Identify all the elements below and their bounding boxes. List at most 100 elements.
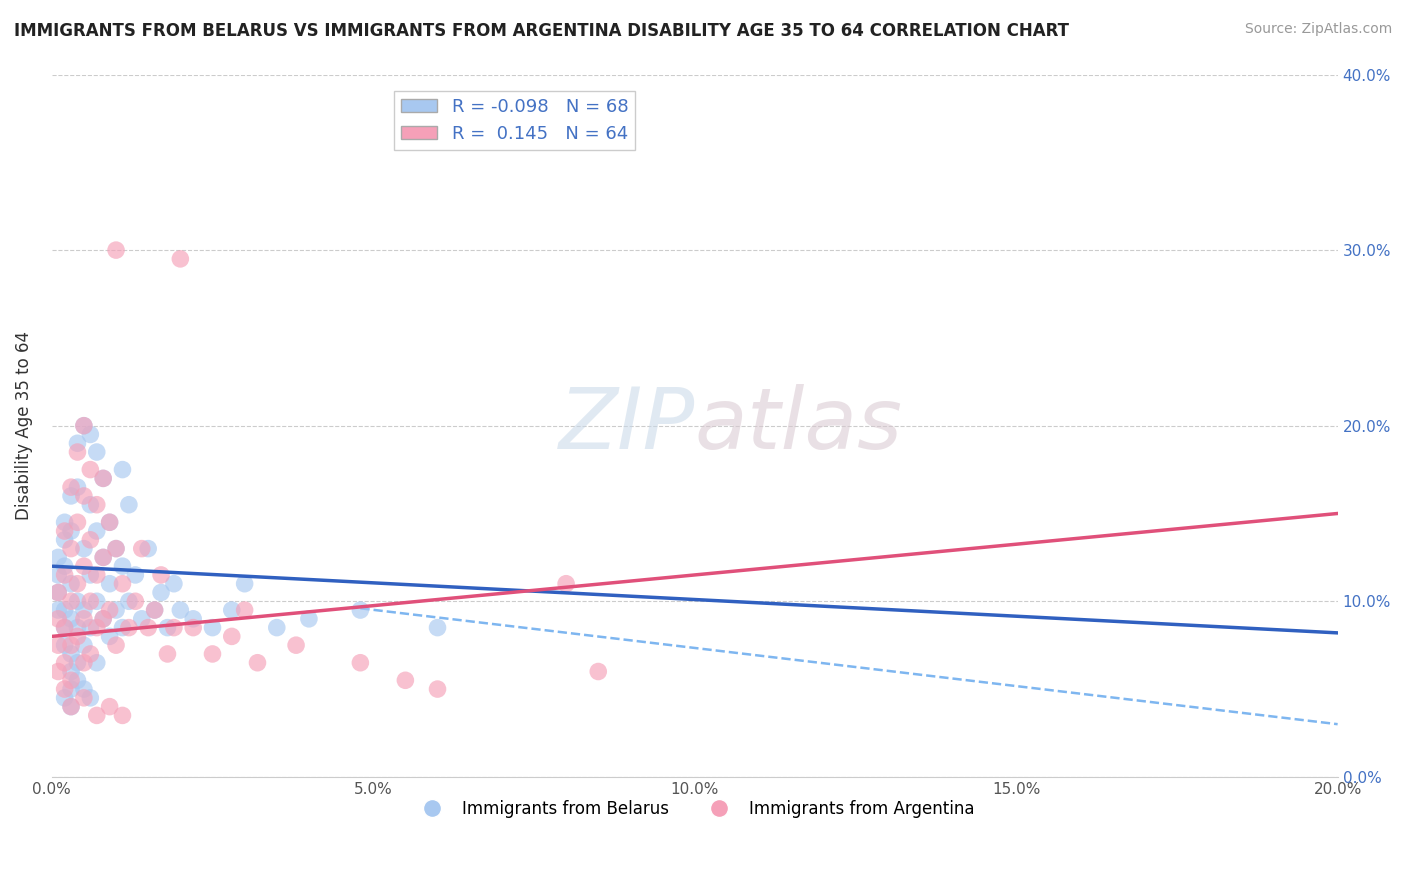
Point [66, 436, 89, 450]
Point [60, 480, 83, 494]
Point [555, 576, 578, 591]
Point [46, 550, 69, 565]
Point [60, 594, 83, 608]
Point [66, 673, 89, 688]
Point [60, 541, 83, 556]
Point [169, 252, 191, 266]
Point [233, 576, 256, 591]
Point [131, 541, 153, 556]
Point [73, 690, 96, 705]
Point [73, 682, 96, 697]
Point [136, 541, 159, 556]
Point [169, 603, 191, 617]
Point [150, 568, 173, 582]
Point [86, 708, 108, 723]
Point [86, 594, 108, 608]
Point [221, 629, 243, 643]
Point [124, 594, 146, 608]
Point [426, 682, 449, 697]
Point [98, 699, 121, 714]
Point [79, 462, 101, 476]
Point [150, 585, 173, 599]
Text: Source: ZipAtlas.com: Source: ZipAtlas.com [1244, 22, 1392, 37]
Point [98, 515, 121, 529]
Point [266, 621, 288, 635]
Point [73, 656, 96, 670]
Point [60, 647, 83, 661]
Point [60, 699, 83, 714]
Point [46, 585, 69, 599]
Point [156, 647, 179, 661]
Point [221, 603, 243, 617]
Point [66, 480, 89, 494]
Point [60, 612, 83, 626]
Point [46, 612, 69, 626]
Point [66, 445, 89, 459]
Point [181, 621, 204, 635]
Text: IMMIGRANTS FROM BELARUS VS IMMIGRANTS FROM ARGENTINA DISABILITY AGE 35 TO 64 COR: IMMIGRANTS FROM BELARUS VS IMMIGRANTS FR… [14, 22, 1069, 40]
Point [91, 612, 114, 626]
Point [66, 629, 89, 643]
Point [79, 498, 101, 512]
Point [60, 699, 83, 714]
Point [91, 471, 114, 485]
Point [60, 682, 83, 697]
Legend: Immigrants from Belarus, Immigrants from Argentina: Immigrants from Belarus, Immigrants from… [409, 793, 981, 825]
Point [86, 524, 108, 538]
Point [105, 541, 128, 556]
Point [86, 568, 108, 582]
Point [111, 576, 134, 591]
Point [73, 418, 96, 433]
Point [91, 612, 114, 626]
Point [53, 515, 76, 529]
Point [73, 489, 96, 503]
Point [98, 603, 121, 617]
Point [73, 559, 96, 574]
Point [73, 418, 96, 433]
Point [60, 665, 83, 679]
Point [53, 638, 76, 652]
Point [86, 498, 108, 512]
Point [91, 471, 114, 485]
Point [46, 568, 69, 582]
Point [394, 673, 416, 688]
Point [53, 682, 76, 697]
Point [73, 541, 96, 556]
Point [201, 647, 224, 661]
Point [73, 638, 96, 652]
Point [46, 665, 69, 679]
Point [163, 576, 186, 591]
Point [98, 576, 121, 591]
Point [124, 568, 146, 582]
Point [53, 603, 76, 617]
Point [105, 603, 128, 617]
Point [66, 594, 89, 608]
Point [79, 594, 101, 608]
Point [586, 665, 609, 679]
Point [246, 656, 269, 670]
Point [233, 603, 256, 617]
Point [46, 603, 69, 617]
Point [73, 612, 96, 626]
Point [111, 621, 134, 635]
Point [53, 524, 76, 538]
Point [105, 638, 128, 652]
Point [79, 690, 101, 705]
Point [91, 550, 114, 565]
Text: atlas: atlas [695, 384, 903, 467]
Point [46, 638, 69, 652]
Point [136, 621, 159, 635]
Point [79, 427, 101, 442]
Point [105, 243, 128, 257]
Point [285, 638, 308, 652]
Point [53, 568, 76, 582]
Point [66, 656, 89, 670]
Text: ZIP: ZIP [558, 384, 695, 467]
Point [111, 559, 134, 574]
Point [53, 621, 76, 635]
Point [66, 576, 89, 591]
Point [79, 621, 101, 635]
Point [201, 621, 224, 635]
Point [163, 621, 186, 635]
Point [143, 603, 166, 617]
